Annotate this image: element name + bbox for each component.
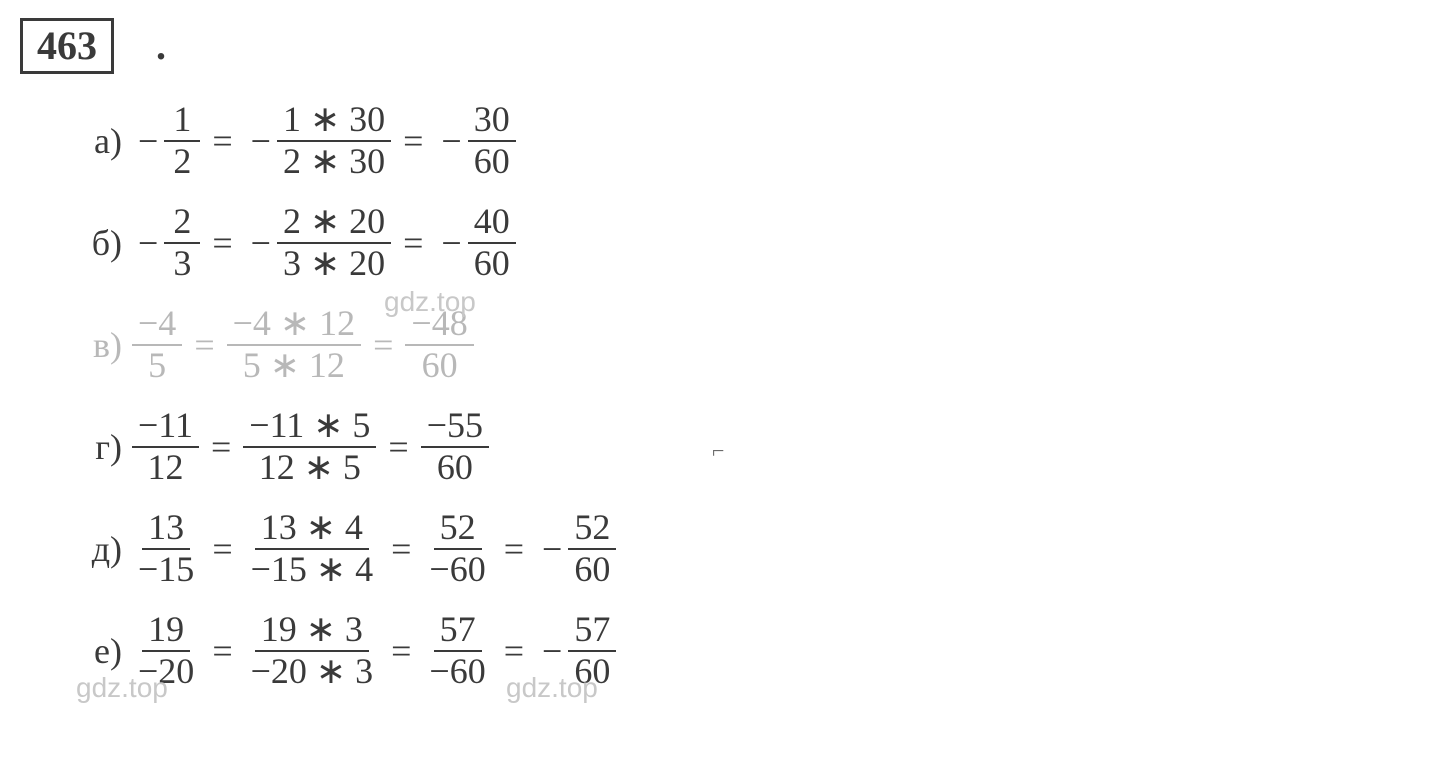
fraction-denominator: 60 [568, 652, 616, 692]
fraction-denominator: −60 [423, 652, 491, 692]
fraction: −11 ∗ 512 ∗ 5 [243, 406, 376, 487]
minus-sign: − [132, 222, 164, 264]
fraction-denominator: −15 ∗ 4 [245, 550, 379, 590]
fraction-numerator: 57 [434, 610, 482, 652]
minus-sign: − [245, 120, 277, 162]
equals-sign: = [200, 528, 244, 570]
equals-sign: = [361, 324, 405, 366]
fraction: 19 ∗ 3−20 ∗ 3 [245, 610, 379, 691]
fraction-numerator: −11 [132, 406, 199, 448]
equals-sign: = [379, 630, 423, 672]
equals-sign: = [391, 222, 435, 264]
row-label: а) [62, 120, 132, 162]
fraction-denominator: 12 ∗ 5 [253, 448, 367, 488]
minus-sign: − [536, 630, 568, 672]
equation-row: е)19−20=19 ∗ 3−20 ∗ 3=57−60=−5760 [62, 600, 616, 702]
fraction: 13 ∗ 4−15 ∗ 4 [245, 508, 379, 589]
fraction-numerator: 52 [434, 508, 482, 550]
fraction-denominator: 60 [431, 448, 479, 488]
equals-sign: = [492, 528, 536, 570]
fraction: 2 ∗ 203 ∗ 20 [277, 202, 391, 283]
fraction-denominator: −60 [423, 550, 491, 590]
fraction-numerator: −4 [132, 304, 182, 346]
fraction-denominator: 60 [416, 346, 464, 386]
minus-sign: − [132, 120, 164, 162]
problem-number-box: 463 [20, 18, 114, 74]
fraction-numerator: 13 ∗ 4 [255, 508, 369, 550]
equals-sign: = [391, 120, 435, 162]
fraction-numerator: 57 [568, 610, 616, 652]
fraction-numerator: 1 ∗ 30 [277, 100, 391, 142]
row-label: в) [62, 324, 132, 366]
equation-row: б)−23=−2 ∗ 203 ∗ 20=−4060 [62, 192, 616, 294]
problem-number: 463 [37, 23, 97, 68]
fraction-denominator: −20 [132, 652, 200, 692]
row-label: б) [62, 222, 132, 264]
equals-sign: = [200, 630, 244, 672]
fraction-denominator: 2 ∗ 30 [277, 142, 391, 182]
fraction-denominator: 60 [468, 142, 516, 182]
fraction: 13−15 [132, 508, 200, 589]
equation-row: в)−45=−4 ∗ 125 ∗ 12=−4860 [62, 294, 616, 396]
equals-sign: = [200, 120, 244, 162]
fraction-denominator: 60 [468, 244, 516, 284]
minus-sign: − [536, 528, 568, 570]
fraction-denominator: −15 [132, 550, 200, 590]
row-label: д) [62, 528, 132, 570]
fraction-numerator: −11 ∗ 5 [243, 406, 376, 448]
stray-bracket-icon: ⌐ [712, 438, 724, 464]
fraction-numerator: −48 [405, 304, 473, 346]
row-label: г) [62, 426, 132, 468]
equation-row: а)−12=−1 ∗ 302 ∗ 30=−3060 [62, 90, 616, 192]
fraction-numerator: 13 [142, 508, 190, 550]
fraction: 23 [164, 202, 200, 283]
equals-sign: = [199, 426, 243, 468]
fraction: 4060 [468, 202, 516, 283]
fraction-denominator: 2 [164, 142, 200, 182]
equals-sign: = [182, 324, 226, 366]
minus-sign: − [245, 222, 277, 264]
fraction: 5260 [568, 508, 616, 589]
fraction-denominator: 5 [139, 346, 175, 386]
minus-sign: − [435, 222, 467, 264]
fraction-numerator: 19 ∗ 3 [255, 610, 369, 652]
fraction: 3060 [468, 100, 516, 181]
fraction: −5560 [421, 406, 489, 487]
equals-sign: = [492, 630, 536, 672]
fraction: 52−60 [423, 508, 491, 589]
fraction-numerator: −4 ∗ 12 [227, 304, 361, 346]
fraction-denominator: −20 ∗ 3 [245, 652, 379, 692]
equation-row: д)13−15=13 ∗ 4−15 ∗ 4=52−60=−5260 [62, 498, 616, 600]
equals-sign: = [376, 426, 420, 468]
fraction-numerator: 40 [468, 202, 516, 244]
fraction: −4 ∗ 125 ∗ 12 [227, 304, 361, 385]
fraction-denominator: 3 [164, 244, 200, 284]
fraction-numerator: 2 [164, 202, 200, 244]
fraction: 19−20 [132, 610, 200, 691]
fraction: 5760 [568, 610, 616, 691]
fraction-numerator: 1 [164, 100, 200, 142]
equals-sign: = [379, 528, 423, 570]
fraction: −45 [132, 304, 182, 385]
fraction-numerator: −55 [421, 406, 489, 448]
row-label: е) [62, 630, 132, 672]
fraction: 57−60 [423, 610, 491, 691]
minus-sign: − [435, 120, 467, 162]
equals-sign: = [200, 222, 244, 264]
fraction: −1112 [132, 406, 199, 487]
fraction-denominator: 5 ∗ 12 [237, 346, 351, 386]
fraction-denominator: 60 [568, 550, 616, 590]
fraction-denominator: 3 ∗ 20 [277, 244, 391, 284]
fraction: 12 [164, 100, 200, 181]
fraction-numerator: 19 [142, 610, 190, 652]
problem-number-dot: . [156, 22, 166, 69]
fraction: 1 ∗ 302 ∗ 30 [277, 100, 391, 181]
fraction-numerator: 2 ∗ 20 [277, 202, 391, 244]
equations-block: а)−12=−1 ∗ 302 ∗ 30=−3060б)−23=−2 ∗ 203 … [62, 90, 616, 702]
fraction-numerator: 30 [468, 100, 516, 142]
fraction-denominator: 12 [141, 448, 189, 488]
fraction-numerator: 52 [568, 508, 616, 550]
fraction: −4860 [405, 304, 473, 385]
equation-row: г)−1112=−11 ∗ 512 ∗ 5=−5560 [62, 396, 616, 498]
